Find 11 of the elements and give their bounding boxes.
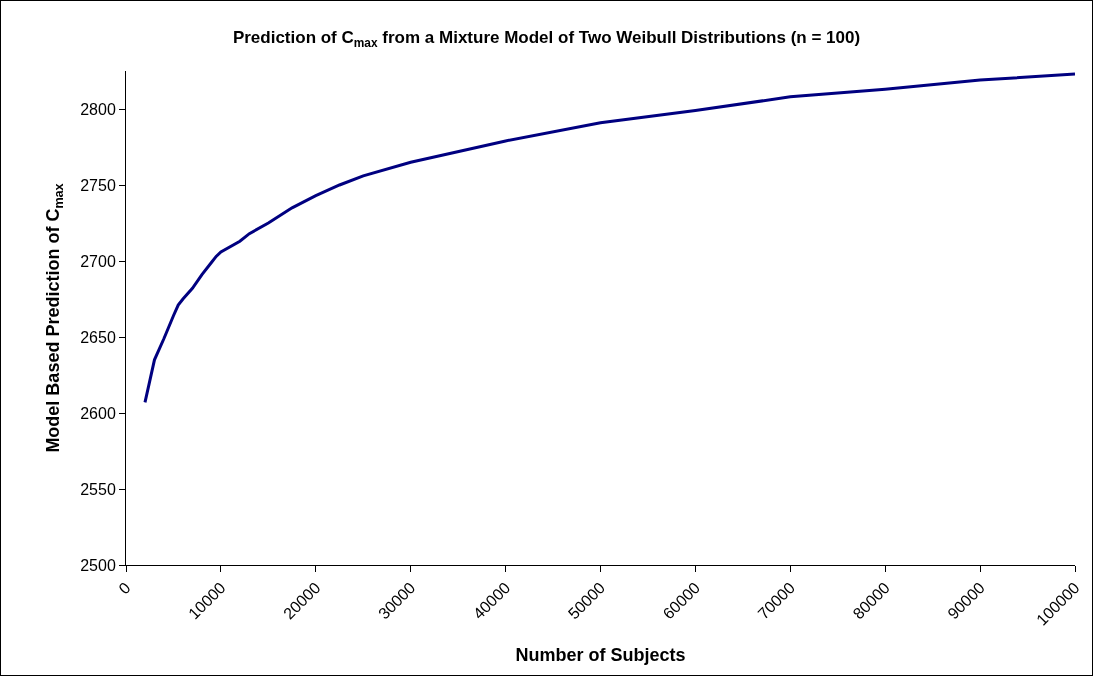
- y-tick-label: 2550: [80, 480, 116, 498]
- chart-title: Prediction of C$_{max}$ from a Mixture Model of Two Weibull Distributions (n = 100): [232, 28, 861, 50]
- y-tick-label: 2500: [80, 556, 116, 574]
- y-tick-label: 2750: [80, 176, 116, 194]
- x-axis-title: Number of Subjects: [515, 644, 686, 665]
- y-tick-label: 2600: [80, 404, 116, 422]
- line-series: [143, 72, 1075, 404]
- y-tick-label: 2800: [80, 100, 116, 118]
- y-tick-label: 2650: [80, 328, 116, 346]
- x-tick-label: 0: [115, 578, 134, 598]
- y-tick-label: 2700: [80, 252, 116, 270]
